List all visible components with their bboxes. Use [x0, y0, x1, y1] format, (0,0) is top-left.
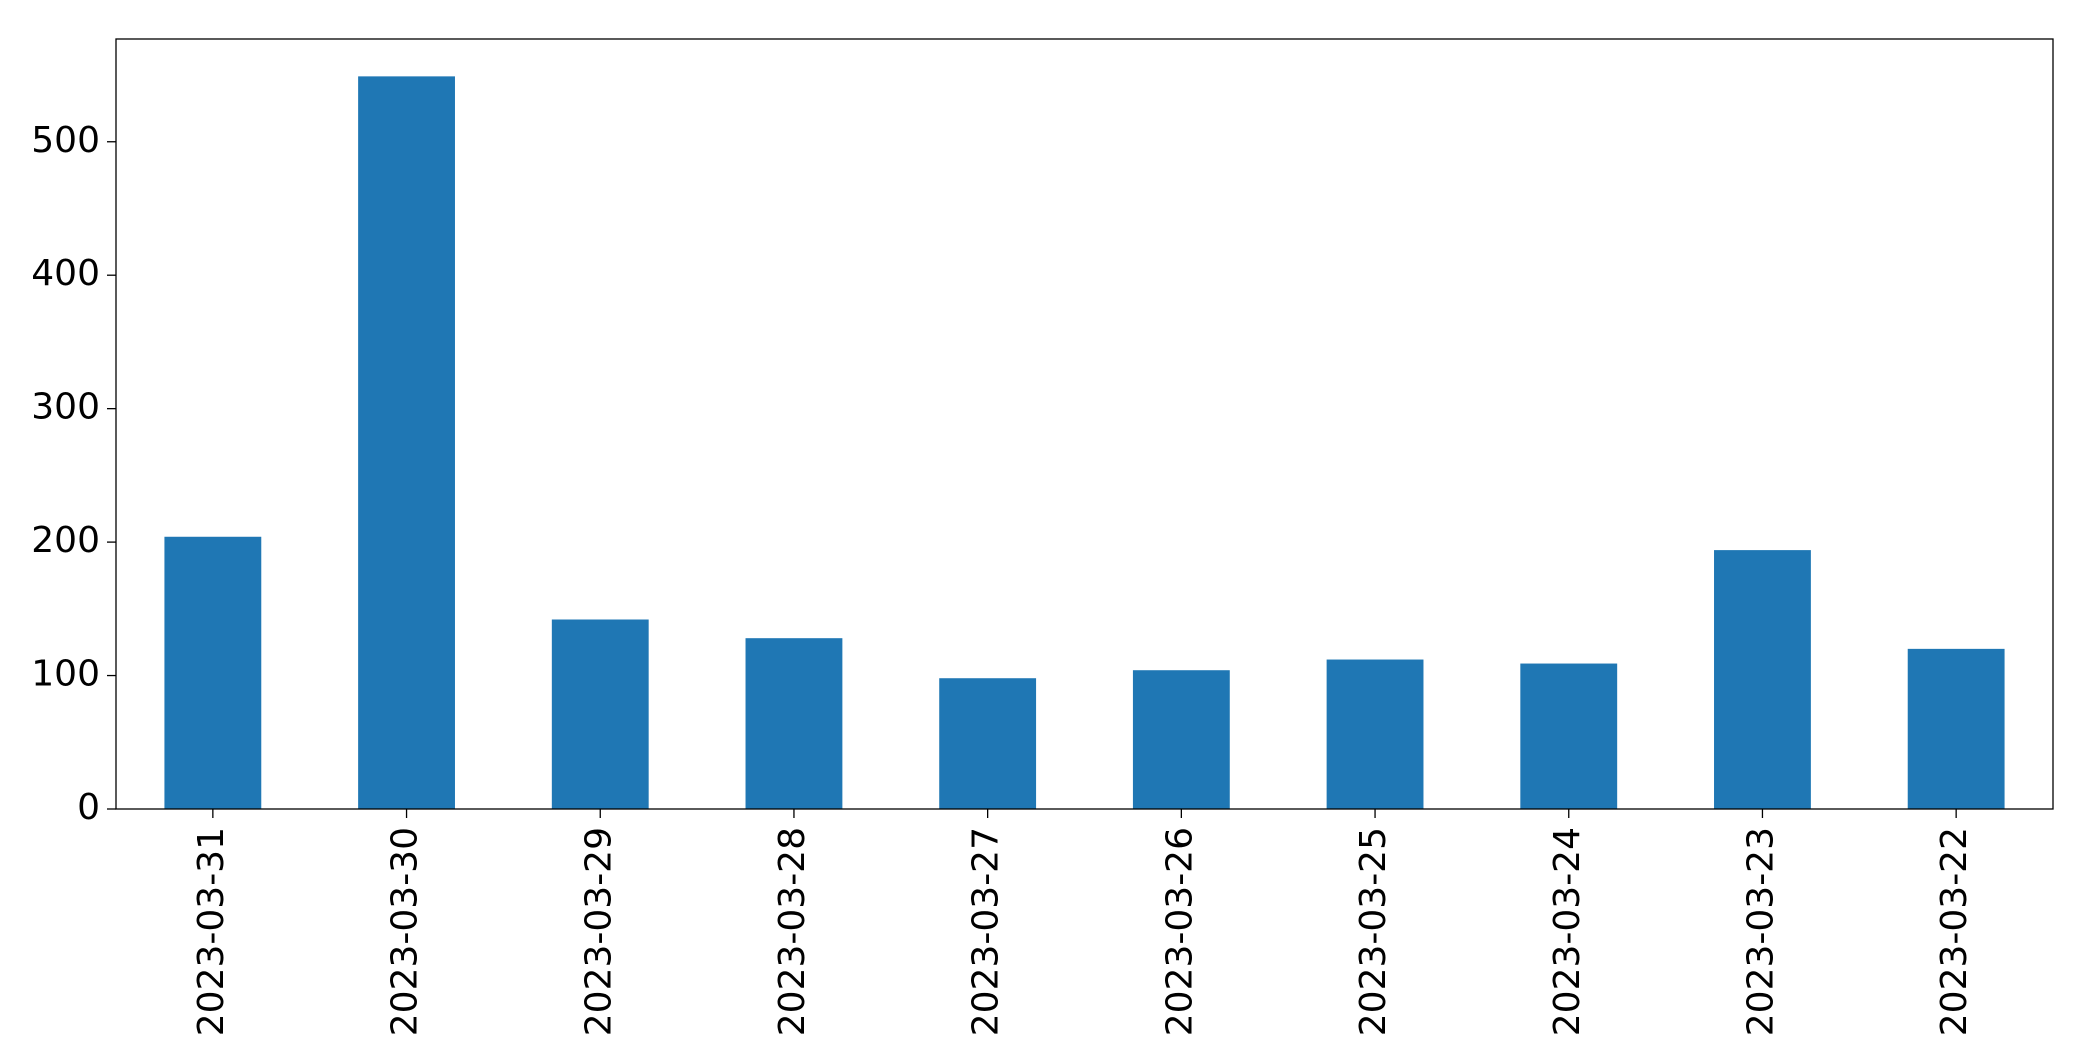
- x-tick-label: 2023-03-24: [1547, 827, 1588, 1036]
- x-tick-label: 2023-03-26: [1159, 827, 1200, 1036]
- bar: [164, 536, 262, 809]
- x-tick-label: 2023-03-27: [966, 827, 1007, 1036]
- y-tick-label: 400: [31, 253, 100, 294]
- plot-frame: [115, 38, 2054, 810]
- bar: [551, 619, 649, 809]
- y-tick-label: 500: [31, 120, 100, 161]
- y-tick-label: 200: [31, 520, 100, 561]
- bar: [745, 638, 843, 809]
- bar: [1907, 648, 2005, 809]
- x-tick-label: 2023-03-29: [578, 827, 619, 1036]
- bar: [1520, 663, 1618, 809]
- x-tick-label: 2023-03-22: [1934, 827, 1975, 1036]
- x-tick-label: 2023-03-25: [1353, 827, 1394, 1036]
- bar: [1714, 550, 1811, 809]
- x-tick-label: 2023-03-23: [1740, 827, 1781, 1036]
- y-tick-label: 0: [77, 787, 100, 828]
- x-tick-label: 2023-03-30: [385, 827, 426, 1036]
- bar: [1132, 670, 1230, 809]
- y-tick-label: 100: [31, 654, 100, 695]
- bar: [1326, 659, 1424, 809]
- y-tick-label: 300: [31, 387, 100, 428]
- bar: [358, 76, 455, 810]
- x-tick-label: 2023-03-31: [191, 827, 232, 1036]
- bar: [939, 678, 1037, 809]
- x-tick-label: 2023-03-28: [772, 827, 813, 1036]
